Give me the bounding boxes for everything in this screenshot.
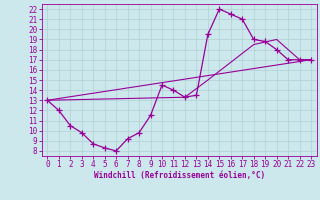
X-axis label: Windchill (Refroidissement éolien,°C): Windchill (Refroidissement éolien,°C)	[94, 171, 265, 180]
